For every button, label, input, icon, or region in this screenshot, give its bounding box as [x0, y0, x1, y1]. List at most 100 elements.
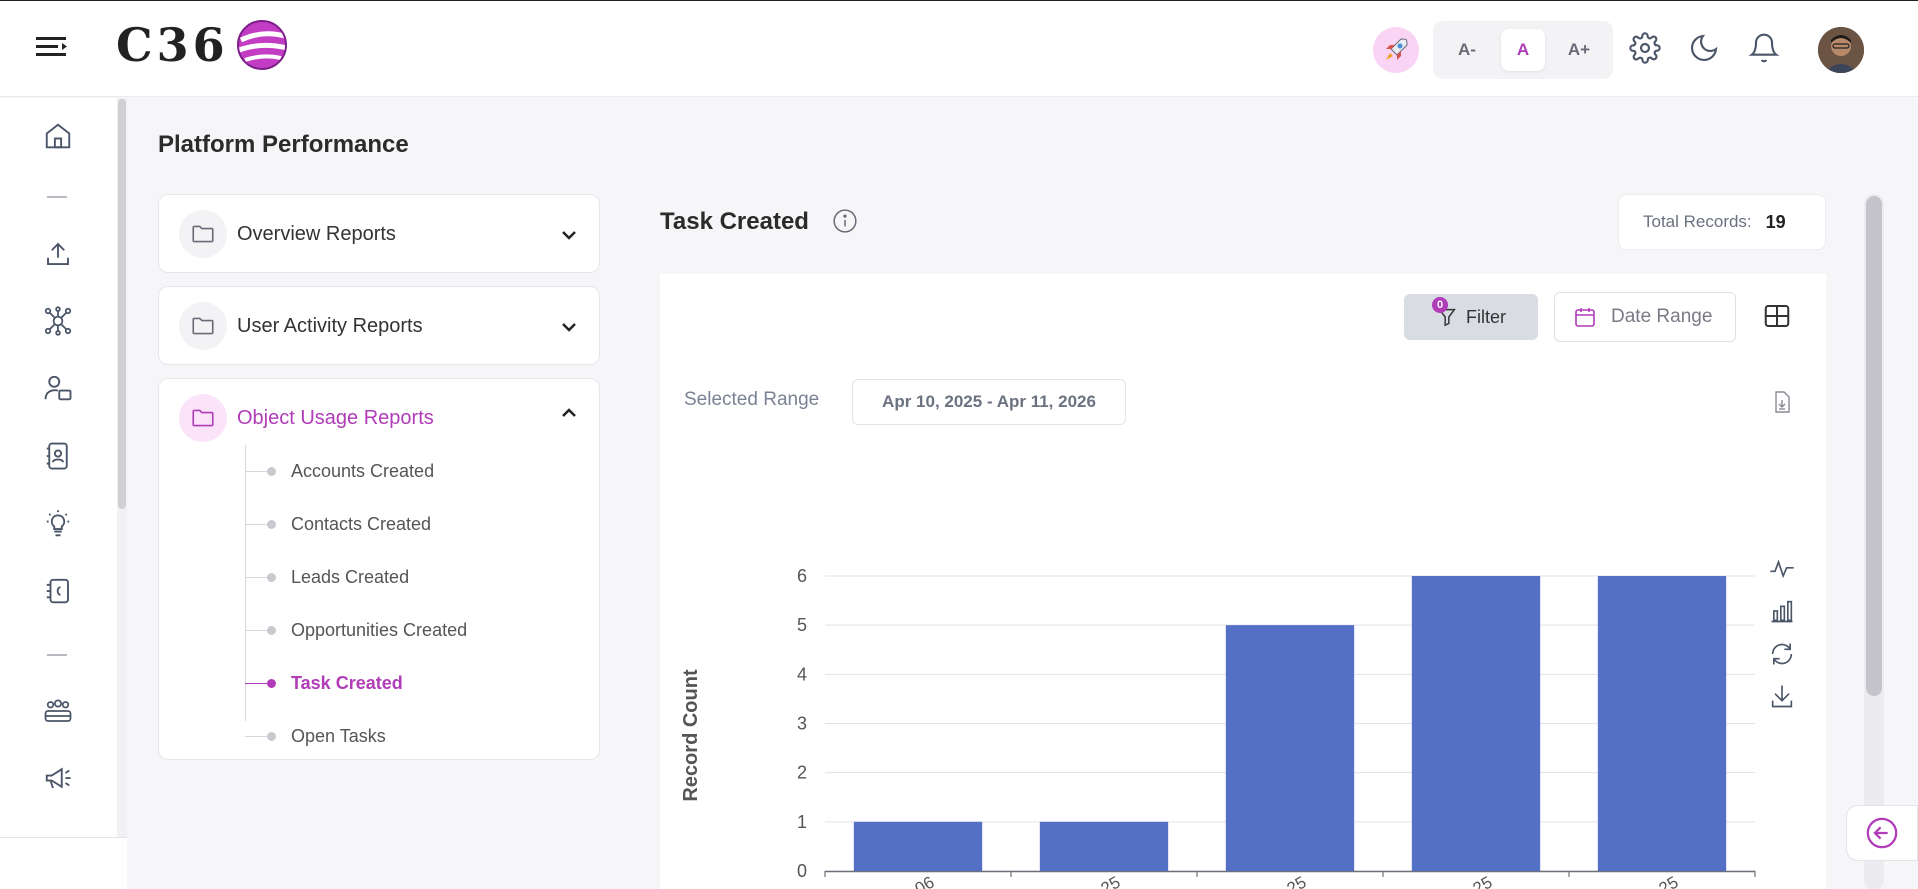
- bar-chart-icon[interactable]: [1768, 597, 1796, 625]
- bell-icon[interactable]: [1746, 30, 1782, 66]
- list-item-contacts-created[interactable]: Contacts Created: [159, 498, 599, 551]
- y-tick-label: 3: [797, 714, 807, 734]
- app-logo[interactable]: C36: [116, 15, 289, 75]
- sidebar-separator: [47, 654, 67, 656]
- bar-chart: 0 1 2 3 4 5 6 Record Count …06 …25 …25 …25 …25: [680, 566, 1756, 889]
- logo-text: C36: [116, 18, 229, 72]
- sidebar-scrollbar-thumb[interactable]: [118, 99, 126, 509]
- collapse-panel-button[interactable]: [1846, 805, 1918, 861]
- date-range-button[interactable]: Date Range: [1554, 292, 1736, 342]
- filter-icon: [1438, 308, 1456, 327]
- content-scrollbar-thumb[interactable]: [1866, 196, 1882, 696]
- total-records-label: Total Records:: [1643, 212, 1752, 231]
- sidebar-footer: [0, 837, 127, 889]
- chevron-up-icon[interactable]: [557, 401, 581, 425]
- x-tick-label: …25: [1083, 872, 1124, 889]
- accordion-header[interactable]: Overview Reports: [159, 195, 599, 273]
- id-badge-icon[interactable]: [40, 438, 76, 474]
- download-icon[interactable]: [1768, 682, 1796, 710]
- user-avatar[interactable]: [1818, 27, 1864, 73]
- user-card-icon[interactable]: [40, 370, 76, 406]
- chevron-down-icon[interactable]: [557, 223, 581, 247]
- filter-button[interactable]: Filter: [1404, 294, 1538, 340]
- bar: [1039, 821, 1169, 871]
- rocket-icon[interactable]: [1373, 27, 1419, 73]
- folder-icon: [179, 394, 227, 442]
- gear-icon[interactable]: [1627, 30, 1663, 66]
- y-tick-label: 1: [797, 812, 807, 832]
- filter-label: Filter: [1466, 306, 1506, 327]
- bar: [1597, 576, 1727, 871]
- chevron-down-icon[interactable]: [557, 315, 581, 339]
- list-item-open-tasks[interactable]: Open Tasks: [159, 710, 599, 763]
- info-icon[interactable]: [832, 208, 858, 234]
- y-tick-label: 6: [797, 566, 807, 586]
- accordion-title: Object Usage Reports: [237, 406, 434, 429]
- logo-globe-icon: [236, 20, 288, 70]
- tree-line: [245, 445, 246, 721]
- bar: [1225, 625, 1355, 871]
- list-item-accounts-created[interactable]: Accounts Created: [159, 445, 599, 498]
- sidebar: [0, 98, 117, 889]
- filter-count-badge: 0: [1432, 297, 1448, 313]
- font-size-controls: A- A A+: [1433, 21, 1613, 79]
- network-icon[interactable]: [40, 303, 76, 339]
- bar: [853, 821, 983, 871]
- accordion-header[interactable]: Object Usage Reports: [159, 379, 599, 457]
- x-tick-label: …06: [897, 872, 938, 889]
- font-default-button[interactable]: A: [1501, 29, 1545, 71]
- page-title: Platform Performance: [158, 131, 409, 158]
- x-tick-label: …25: [1269, 872, 1310, 889]
- list-item-label: Leads Created: [291, 567, 410, 587]
- contact-book-icon[interactable]: [40, 573, 76, 609]
- font-decrease-button[interactable]: A-: [1458, 40, 1476, 59]
- font-increase-button[interactable]: A+: [1567, 40, 1591, 59]
- line-chart-icon[interactable]: [1768, 555, 1796, 583]
- x-tick-label: …25: [1455, 872, 1496, 889]
- accordion-title: User Activity Reports: [237, 314, 423, 337]
- accordion-user-activity-reports[interactable]: User Activity Reports: [158, 286, 600, 365]
- team-icon[interactable]: [40, 693, 76, 729]
- folder-icon: [179, 302, 227, 350]
- lightbulb-icon[interactable]: [40, 506, 76, 542]
- report-title: Task Created: [660, 208, 809, 235]
- y-axis-label: Record Count: [680, 669, 702, 802]
- sidebar-separator: [47, 196, 67, 198]
- accordion-title: Overview Reports: [237, 222, 396, 245]
- y-tick-label: 4: [797, 664, 807, 684]
- y-tick-label: 5: [797, 615, 807, 635]
- list-item-label: Task Created: [291, 673, 403, 693]
- y-tick-label: 2: [797, 763, 807, 783]
- total-records-value: 19: [1765, 211, 1786, 232]
- list-item-label: Contacts Created: [291, 514, 432, 534]
- accordion-overview-reports[interactable]: Overview Reports: [158, 194, 600, 273]
- list-item-label: Accounts Created: [291, 461, 435, 481]
- accordion-header[interactable]: User Activity Reports: [159, 287, 599, 365]
- list-item-label: Opportunities Created: [291, 620, 468, 640]
- report-sub-list: Accounts Created Contacts Created Leads …: [159, 445, 599, 773]
- list-item-opportunities-created[interactable]: Opportunities Created: [159, 604, 599, 657]
- folder-icon: [179, 210, 227, 258]
- upload-icon[interactable]: [40, 236, 76, 272]
- selected-range-label: Selected Range: [684, 389, 820, 410]
- list-item-label: Open Tasks: [291, 726, 386, 746]
- total-records-box: Total Records: 19: [1618, 194, 1826, 250]
- megaphone-icon[interactable]: [40, 760, 76, 796]
- calendar-icon: [1575, 308, 1595, 327]
- date-range-label: Date Range: [1611, 306, 1713, 327]
- accordion-object-usage-reports[interactable]: Object Usage Reports Accounts Created Co…: [158, 378, 600, 760]
- list-item-leads-created[interactable]: Leads Created: [159, 551, 599, 604]
- table-view-icon[interactable]: [1762, 301, 1792, 331]
- selected-range-value: Apr 10, 2025 - Apr 11, 2026: [852, 379, 1126, 425]
- bar: [1411, 576, 1541, 871]
- x-tick-label: …25: [1641, 872, 1682, 889]
- home-icon[interactable]: [40, 118, 76, 154]
- moon-icon[interactable]: [1686, 30, 1722, 66]
- top-bar: C36 A- A A+: [0, 1, 1918, 97]
- export-file-icon[interactable]: [1770, 390, 1794, 414]
- menu-toggle-icon[interactable]: [34, 34, 70, 64]
- y-tick-label: 0: [797, 861, 807, 881]
- refresh-icon[interactable]: [1768, 640, 1796, 668]
- arrow-left-circle-icon: [1866, 817, 1898, 849]
- list-item-task-created[interactable]: Task Created: [159, 657, 599, 710]
